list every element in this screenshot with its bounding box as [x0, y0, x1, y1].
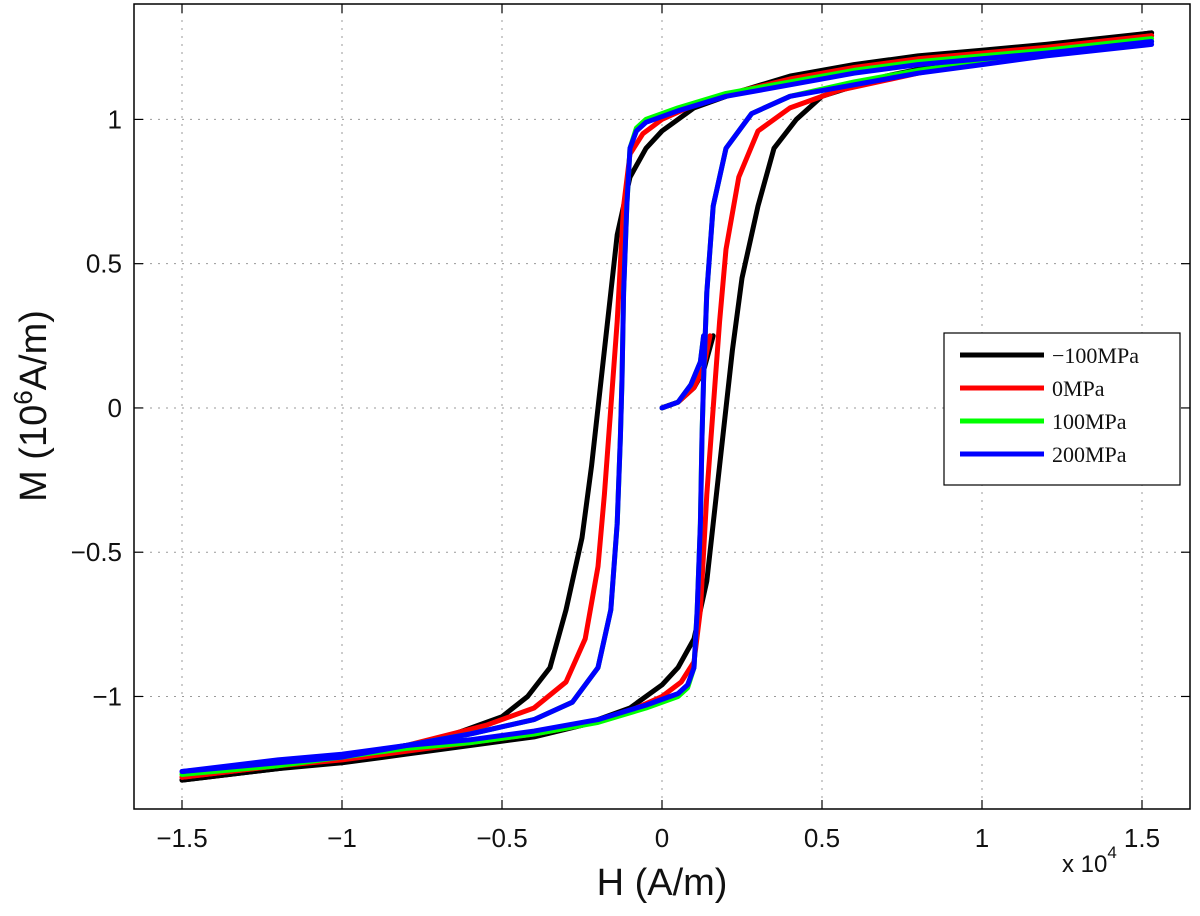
legend-box [943, 332, 1181, 486]
x-tick-label: 1.5 [1124, 823, 1160, 853]
legend: −100MPa 0MPa 100MPa 200MPa [943, 332, 1181, 486]
x-multiplier: x 104 [1062, 843, 1117, 878]
y-tick-label: −0.5 [71, 537, 122, 567]
x-tick-label: −0.5 [476, 823, 527, 853]
y-tick-label: −1 [92, 681, 122, 711]
y-axis-label-tail: A/m) [13, 310, 55, 390]
x-tick-label: 0 [655, 823, 669, 853]
series-line-descending [179, 30, 1155, 783]
x-tick-label: −1 [327, 823, 357, 853]
x-multiplier-base: x 10 [1062, 851, 1107, 878]
y-tick-label: 0 [108, 393, 122, 423]
series-line-ascending [179, 41, 1155, 774]
y-tick-label: 0.5 [86, 249, 122, 279]
legend-label: 200MPa [1052, 442, 1127, 467]
y-tick-label: 1 [108, 104, 122, 134]
x-tick-label: 1 [975, 823, 989, 853]
x-tick-label: −1.5 [156, 823, 207, 853]
x-multiplier-exponent: 4 [1107, 843, 1116, 862]
legend-label: 0MPa [1052, 376, 1105, 401]
legend-label: 100MPa [1052, 409, 1127, 434]
x-axis-label: H (A/m) [597, 862, 728, 904]
y-axis-label-exponent: 6 [8, 390, 38, 404]
y-axis-label: M (106A/m) [8, 310, 55, 502]
x-tick-label: 0.5 [804, 823, 840, 853]
series-line-descending [179, 33, 1155, 780]
series-line-descending [179, 39, 1155, 774]
legend-label: −100MPa [1052, 343, 1139, 368]
series-3 [179, 39, 1155, 774]
series-line-initial [659, 333, 707, 411]
y-axis-label-main: M (10 [13, 405, 55, 502]
axis-ticks: −1.5 −1 −0.5 0 0.5 1 1.5 −1 −0.5 0 0.5 1 [71, 4, 1190, 853]
series-lines [179, 30, 1155, 783]
